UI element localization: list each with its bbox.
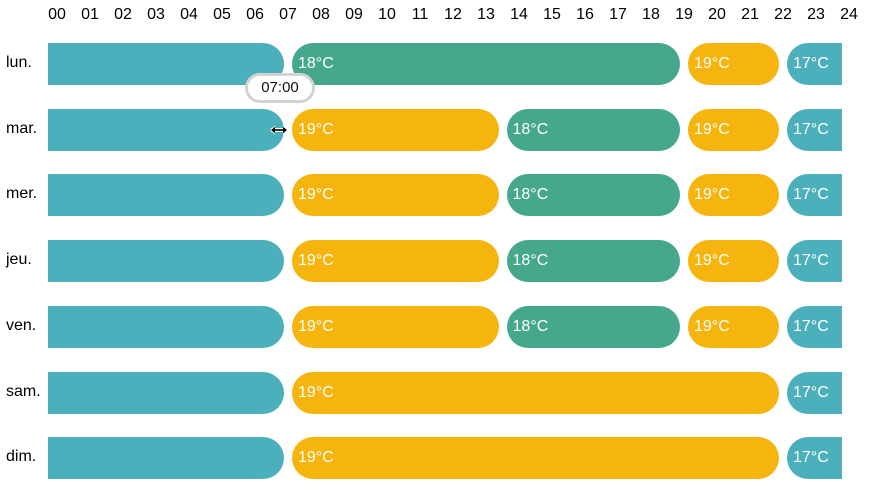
schedule-block-comfort[interactable]: 19°C	[688, 240, 779, 283]
hour-label: 23	[807, 6, 825, 23]
schedule-block-standby[interactable]: 17°C	[787, 437, 842, 480]
hour-label: 17	[609, 6, 627, 23]
schedule-block-comfort[interactable]: 19°C	[292, 174, 499, 217]
hour-label: 08	[312, 6, 330, 23]
hour-label: 15	[543, 6, 561, 23]
day-label: dim.	[6, 448, 37, 466]
schedule-block-eco[interactable]: 18°C	[506, 174, 680, 217]
schedule-block-standby[interactable]	[48, 437, 284, 480]
day-label: jeu.	[6, 251, 32, 269]
schedule-block-comfort[interactable]: 19°C	[688, 108, 779, 151]
day-label: mer.	[6, 185, 38, 203]
hour-label: 13	[477, 6, 495, 23]
hour-label: 20	[708, 6, 726, 23]
schedule-block-comfort[interactable]: 19°C	[688, 305, 779, 348]
schedule-block-standby[interactable]: 17°C	[787, 108, 842, 151]
schedule-block-comfort[interactable]: 19°C	[292, 108, 499, 151]
schedule-block-eco[interactable]: 18°C	[506, 240, 680, 283]
schedule-block-comfort[interactable]: 19°C	[688, 43, 779, 85]
schedule-block-eco[interactable]: 18°C	[292, 43, 680, 85]
hour-label: 21	[741, 6, 759, 23]
hour-label: 06	[246, 6, 264, 23]
schedule-block-standby[interactable]	[48, 43, 284, 85]
time-tooltip: 07:00	[245, 73, 315, 103]
schedule-block-eco[interactable]: 18°C	[506, 108, 680, 151]
schedule-block-standby[interactable]	[48, 305, 284, 348]
schedule-block-comfort[interactable]: 19°C	[292, 240, 499, 283]
schedule-block-comfort[interactable]: 19°C	[688, 174, 779, 217]
hour-label: 01	[81, 6, 99, 23]
hour-label: 16	[576, 6, 594, 23]
hour-label: 10	[378, 6, 396, 23]
schedule-block-comfort[interactable]: 19°C	[292, 371, 779, 414]
schedule-block-standby[interactable]	[48, 108, 284, 151]
schedule-block-standby[interactable]	[48, 240, 284, 283]
hour-label: 02	[114, 6, 132, 23]
schedule-block-comfort[interactable]: 19°C	[292, 305, 499, 348]
horizontal-resize-icon	[270, 125, 288, 135]
hour-label: 18	[642, 6, 660, 23]
schedule-block-comfort[interactable]: 19°C	[292, 437, 779, 480]
hour-label: 12	[444, 6, 462, 23]
schedule-block-standby[interactable]: 17°C	[787, 371, 842, 414]
hour-label: 14	[510, 6, 528, 23]
day-label: ven.	[6, 316, 37, 334]
schedule-block-standby[interactable]: 17°C	[787, 305, 842, 348]
hour-label: 19	[675, 6, 693, 23]
hour-label: 05	[213, 6, 231, 23]
day-label: mar.	[6, 119, 38, 137]
schedule-block-eco[interactable]: 18°C	[506, 305, 680, 348]
hour-label: 09	[345, 6, 363, 23]
hour-label: 22	[774, 6, 792, 23]
schedule-block-standby[interactable]: 17°C	[787, 240, 842, 283]
day-label: lun.	[6, 54, 32, 71]
hour-label: 03	[147, 6, 165, 23]
schedule-block-standby[interactable]: 17°C	[787, 174, 842, 217]
schedule-block-standby[interactable]	[48, 371, 284, 414]
hour-label: 04	[180, 6, 198, 23]
hour-label: 07	[279, 6, 297, 23]
schedule-block-standby[interactable]: 17°C	[787, 43, 842, 85]
day-label: sam.	[6, 382, 41, 400]
hour-label: 24	[840, 6, 858, 23]
schedule-block-standby[interactable]	[48, 174, 284, 217]
hour-label: 00	[48, 6, 66, 23]
hour-label: 11	[411, 6, 429, 23]
